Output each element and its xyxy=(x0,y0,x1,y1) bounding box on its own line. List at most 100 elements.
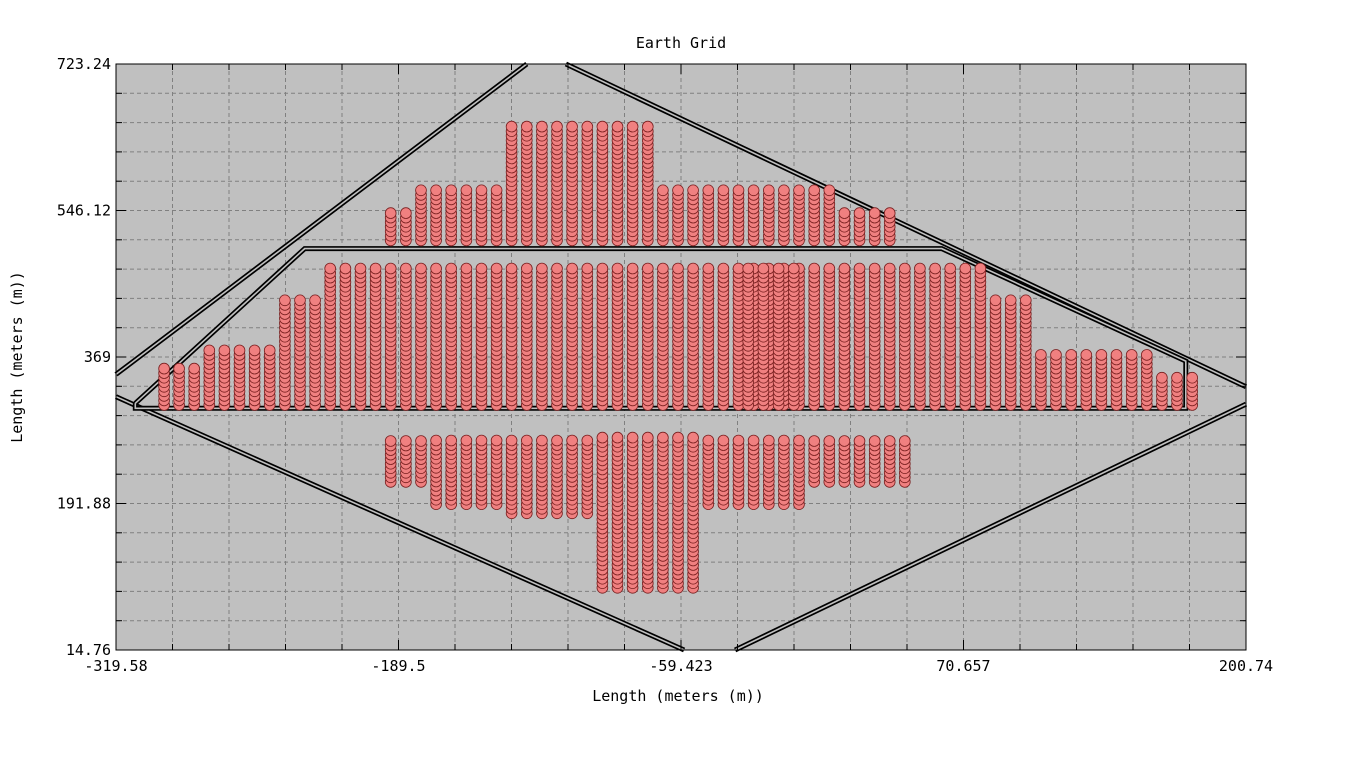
grid-point xyxy=(581,262,594,275)
grid-point xyxy=(218,344,231,357)
grid-point xyxy=(808,435,820,447)
outline-line-inner xyxy=(115,63,528,376)
grid-point xyxy=(400,207,412,219)
grid-point xyxy=(687,184,699,197)
grid-point xyxy=(400,435,412,447)
grid-point xyxy=(248,344,261,357)
grid-point xyxy=(339,262,352,275)
grid-point xyxy=(566,262,578,275)
grid-points xyxy=(158,120,1198,594)
grid-point xyxy=(772,262,785,275)
grid-point xyxy=(263,344,276,357)
grid-point xyxy=(490,184,503,197)
grid-point xyxy=(551,434,563,447)
grid-point xyxy=(520,262,533,275)
grid-point xyxy=(717,262,730,275)
grid-point xyxy=(505,434,518,447)
x-tick-label: 70.657 xyxy=(936,657,990,675)
grid-point xyxy=(823,435,836,447)
grid-point xyxy=(883,262,896,275)
grid-point xyxy=(551,262,563,275)
grid-point xyxy=(944,262,956,275)
grid-point xyxy=(868,207,881,219)
grid-point xyxy=(898,435,911,447)
grid-point xyxy=(430,434,442,447)
grid-point xyxy=(672,431,684,444)
grid-point xyxy=(536,262,548,275)
grid-point xyxy=(823,184,836,197)
grid-point xyxy=(641,120,654,133)
grid-point xyxy=(445,262,458,275)
grid-point xyxy=(1171,371,1183,384)
grid-point xyxy=(898,262,911,275)
grid-point xyxy=(838,262,851,275)
grid-point xyxy=(505,120,518,133)
grid-point xyxy=(536,434,548,447)
grid-point xyxy=(596,262,609,275)
outline-lines xyxy=(114,61,1248,653)
grid-point xyxy=(672,262,684,275)
grid-point xyxy=(883,435,896,447)
grid-point xyxy=(1156,371,1168,384)
x-tick-labels: -319.58 -189.5 -59.423 70.657 200.74 xyxy=(84,657,1273,675)
outline-line-inner xyxy=(115,395,685,651)
grid-point xyxy=(294,294,306,307)
grid-point xyxy=(626,120,639,133)
grid-point xyxy=(838,435,851,447)
grid-point xyxy=(702,184,715,197)
outline-line-inner xyxy=(134,247,1187,410)
grid-point xyxy=(1050,349,1062,361)
grid-point xyxy=(233,344,246,357)
grid-point xyxy=(793,184,805,197)
grid-point xyxy=(974,262,987,275)
grid-point xyxy=(762,434,775,447)
chart-title: Earth Grid xyxy=(636,34,726,52)
grid-point xyxy=(747,184,760,197)
grid-point xyxy=(641,262,654,275)
grid-point xyxy=(460,184,473,197)
grid-point xyxy=(309,294,321,307)
grid-point xyxy=(1035,349,1047,361)
grid-point xyxy=(1065,349,1077,361)
grid-point xyxy=(823,262,836,275)
grid-point xyxy=(914,262,926,275)
grid-point xyxy=(787,262,800,275)
x-tick-label: 200.74 xyxy=(1219,657,1273,675)
grid-point xyxy=(158,362,170,375)
grid-point xyxy=(657,262,669,275)
y-tick-label: 369 xyxy=(84,348,111,366)
grid-point xyxy=(757,262,770,275)
grid-point xyxy=(445,434,458,447)
grid-point xyxy=(687,262,699,275)
grid-point xyxy=(581,120,594,133)
x-axis-label: Length (meters (m)) xyxy=(592,687,764,705)
grid-point xyxy=(279,294,291,307)
grid-point xyxy=(384,262,397,275)
grid-point xyxy=(883,207,896,219)
grid-point xyxy=(596,120,609,133)
grid-point xyxy=(324,262,337,275)
grid-point xyxy=(808,184,820,197)
grid-point xyxy=(1020,294,1032,307)
grid-point xyxy=(732,262,745,275)
x-tick-label: -319.58 xyxy=(84,657,147,675)
grid-point xyxy=(384,435,397,447)
grid-point xyxy=(742,262,754,275)
grid-point xyxy=(1095,349,1108,361)
grid-point xyxy=(1004,294,1017,307)
grid-point xyxy=(188,362,201,375)
grid-point xyxy=(611,262,624,275)
grid-point xyxy=(415,184,427,197)
grid-point xyxy=(384,207,397,219)
grid-point xyxy=(732,184,745,197)
grid-point xyxy=(460,262,473,275)
grid-point xyxy=(868,435,881,447)
grid-point xyxy=(475,262,488,275)
grid-point xyxy=(581,434,594,447)
grid-point xyxy=(1125,349,1138,361)
y-tick-labels: 14.76 191.88 369 546.12 723.24 xyxy=(57,55,111,659)
grid-point xyxy=(626,431,639,444)
grid-point xyxy=(520,434,533,447)
grid-point xyxy=(520,120,533,133)
outline-line-inner xyxy=(565,63,1247,388)
